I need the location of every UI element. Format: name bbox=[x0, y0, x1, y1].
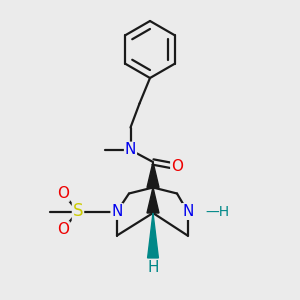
Text: H: H bbox=[147, 260, 159, 274]
Text: O: O bbox=[57, 186, 69, 201]
Text: N: N bbox=[111, 204, 123, 219]
Text: —H: —H bbox=[205, 205, 229, 218]
Text: S: S bbox=[73, 202, 83, 220]
Text: O: O bbox=[57, 222, 69, 237]
Text: N: N bbox=[125, 142, 136, 158]
Polygon shape bbox=[147, 188, 159, 213]
Text: N: N bbox=[182, 204, 193, 219]
Text: O: O bbox=[171, 159, 183, 174]
Text: N: N bbox=[183, 204, 194, 219]
Polygon shape bbox=[148, 213, 158, 258]
Polygon shape bbox=[147, 162, 159, 188]
